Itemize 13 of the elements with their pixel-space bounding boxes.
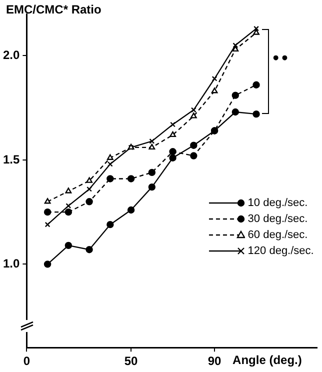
annotation: •• [271, 50, 290, 67]
x-axis-title: Angle (deg.) [232, 352, 302, 367]
y-tick-label: 2.0 [2, 48, 20, 62]
legend-label: 60 deg./sec. [248, 228, 308, 243]
legend-label: 10 deg./sec. [248, 196, 308, 211]
legend-label: 120 deg./sec. [248, 244, 314, 259]
y-tick-label: 1.5 [2, 152, 20, 166]
y-axis-title: EMC/CMC* Ratio [6, 2, 102, 16]
x-tick-label: 90 [208, 354, 222, 368]
y-tick-label: 1.0 [2, 256, 20, 271]
x-tick-label: 0 [23, 354, 30, 368]
legend-label: 30 deg./sec. [248, 212, 308, 227]
x-tick-label: 50 [124, 354, 138, 368]
